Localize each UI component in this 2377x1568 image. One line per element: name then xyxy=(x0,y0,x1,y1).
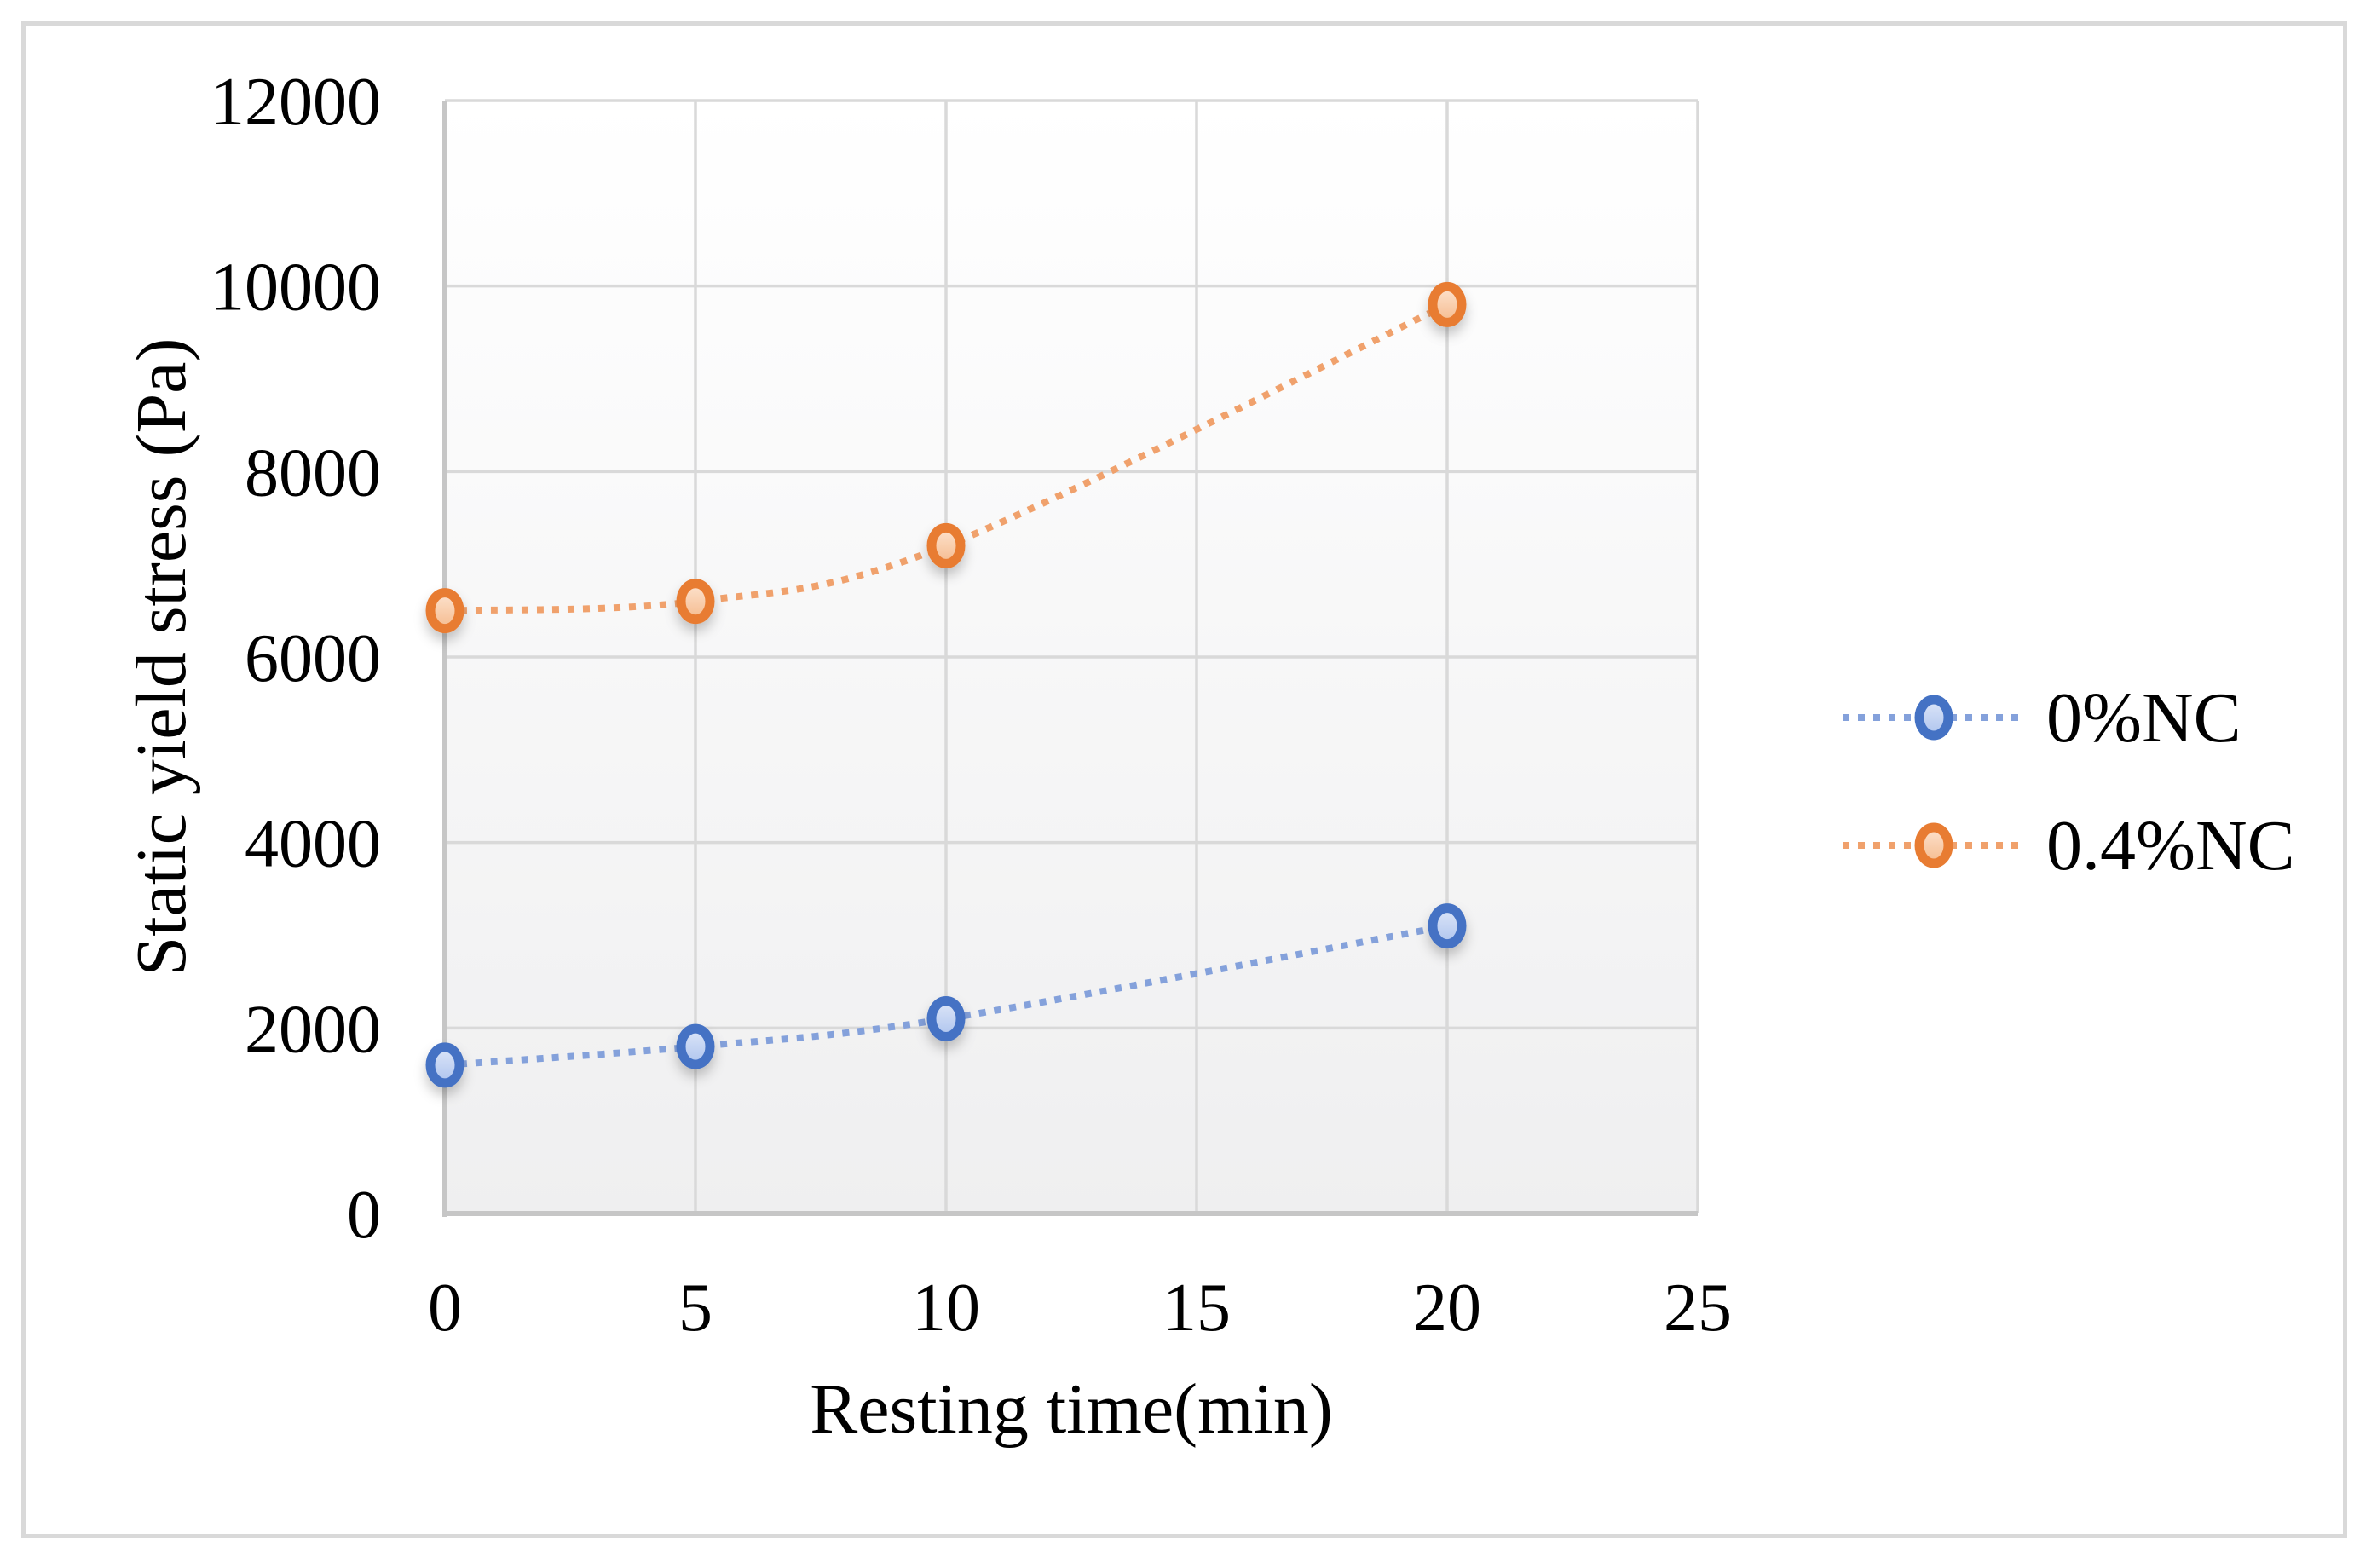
x-tick-label: 25 xyxy=(1664,1271,1732,1346)
x-tick-label: 20 xyxy=(1413,1271,1481,1346)
y-tick-label: 12000 xyxy=(211,65,381,140)
legend-item-0nc: 0%NC xyxy=(1843,673,2295,762)
data-point-marker xyxy=(425,1042,464,1088)
series-0%NC xyxy=(425,903,1467,1088)
data-point-marker xyxy=(676,579,715,625)
legend: 0%NC 0.4%NC xyxy=(1843,673,2295,890)
y-tick-label: 8000 xyxy=(245,435,381,510)
data-point-marker xyxy=(1428,281,1467,327)
data-point-marker xyxy=(926,996,966,1041)
x-tick-label: 0 xyxy=(428,1271,462,1346)
x-tick-label: 15 xyxy=(1163,1271,1231,1346)
y-axis-title: Static yield stress (Pa) xyxy=(122,337,201,977)
x-tick-label: 5 xyxy=(678,1271,713,1346)
y-tick-label: 2000 xyxy=(245,992,381,1067)
legend-label-0-4nc: 0.4%NC xyxy=(2046,805,2295,885)
series-markers xyxy=(425,903,1467,1088)
data-point-marker xyxy=(425,588,464,634)
data-point-marker xyxy=(926,522,966,568)
legend-label-0nc: 0%NC xyxy=(2046,677,2241,758)
axis-lines xyxy=(442,101,1698,1217)
x-axis-title: Resting time(min) xyxy=(810,1369,1333,1449)
legend-marker-0-4nc-icon xyxy=(1843,822,2026,868)
y-tick-label: 6000 xyxy=(245,621,381,696)
series-markers xyxy=(425,281,1467,634)
data-point-marker xyxy=(676,1023,715,1069)
legend-marker-0nc-icon xyxy=(1843,695,2026,741)
legend-item-0-4nc: 0.4%NC xyxy=(1843,801,2295,890)
data-point-marker xyxy=(1428,903,1467,949)
series-line xyxy=(444,301,1449,614)
y-tick-labels: 0 2000 4000 6000 8000 10000 12000 xyxy=(211,65,381,1253)
y-tick-label: 4000 xyxy=(245,807,381,882)
x-tick-label: 10 xyxy=(912,1271,980,1346)
series-line xyxy=(444,922,1448,1069)
y-tick-label: 0 xyxy=(347,1178,381,1253)
figure-border xyxy=(21,21,2347,1538)
series-0.4%NC xyxy=(425,281,1467,634)
x-tick-labels: 0 5 10 15 20 25 xyxy=(428,1271,1732,1346)
y-tick-label: 10000 xyxy=(211,251,381,326)
